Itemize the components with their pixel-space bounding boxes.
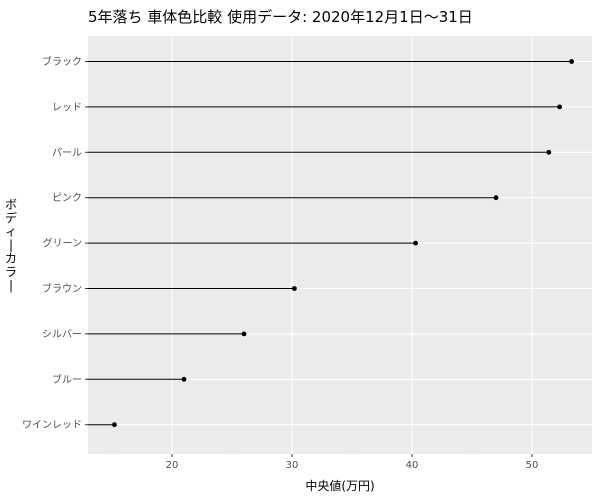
y-tick-label: ワインレッド — [22, 420, 82, 431]
lollipop-point — [493, 195, 499, 201]
y-tick-label: グリーン — [43, 237, 83, 250]
lollipop-point — [569, 59, 574, 64]
lollipop-point — [413, 240, 418, 246]
lollipop-point — [112, 422, 117, 428]
y-axis-title-char: | — [9, 238, 13, 252]
x-tick-label: 50 — [526, 460, 539, 471]
y-axis-title-char: ィ — [5, 225, 17, 239]
y-axis-title-char: カ — [5, 252, 17, 266]
y-tick-label: レッド — [52, 102, 82, 113]
y-tick-label: シルバー — [42, 328, 82, 340]
x-axis-title: 中央値(万円) — [305, 478, 374, 493]
y-axis-title-char: | — [9, 279, 13, 293]
y-tick-label: ピンク — [52, 192, 82, 204]
lollipop-point — [546, 149, 552, 155]
y-axis-title-char: デ — [5, 210, 17, 225]
plot-panel — [88, 36, 592, 454]
x-axis-ticks: 20 30 40 50 — [166, 454, 539, 471]
lollipop-point — [292, 286, 297, 291]
y-axis-title: ボディ|カラ| — [5, 198, 17, 293]
y-tick-label: ブルー — [52, 373, 82, 386]
lollipop-stems — [88, 61, 572, 426]
lollipop-point — [557, 104, 562, 110]
y-axis-title-char: ラ — [5, 265, 17, 279]
y-tick-label: ブラック — [42, 55, 82, 68]
lollipop-point — [241, 331, 247, 337]
lollipop-points — [112, 59, 574, 428]
y-axis-title-char: ボ — [5, 198, 17, 212]
x-tick-label: 40 — [406, 460, 419, 471]
lollipop-point — [181, 376, 187, 382]
y-tick-label: パール — [52, 147, 82, 159]
chart-title: 5年落ち 車体色比較 使用データ: 2020年12月1日〜31日 — [88, 8, 473, 26]
x-tick-label: 30 — [286, 460, 299, 471]
minor-gridlines — [111, 36, 473, 454]
x-tick-label: 20 — [166, 460, 179, 471]
y-tick-label: ブラウン — [42, 282, 82, 295]
